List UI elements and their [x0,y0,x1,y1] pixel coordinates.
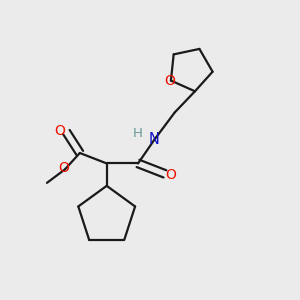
Text: H: H [133,127,143,140]
Text: O: O [54,124,65,138]
Text: N: N [149,132,160,147]
Text: O: O [166,168,176,182]
Text: O: O [58,161,69,175]
Text: O: O [164,74,175,88]
